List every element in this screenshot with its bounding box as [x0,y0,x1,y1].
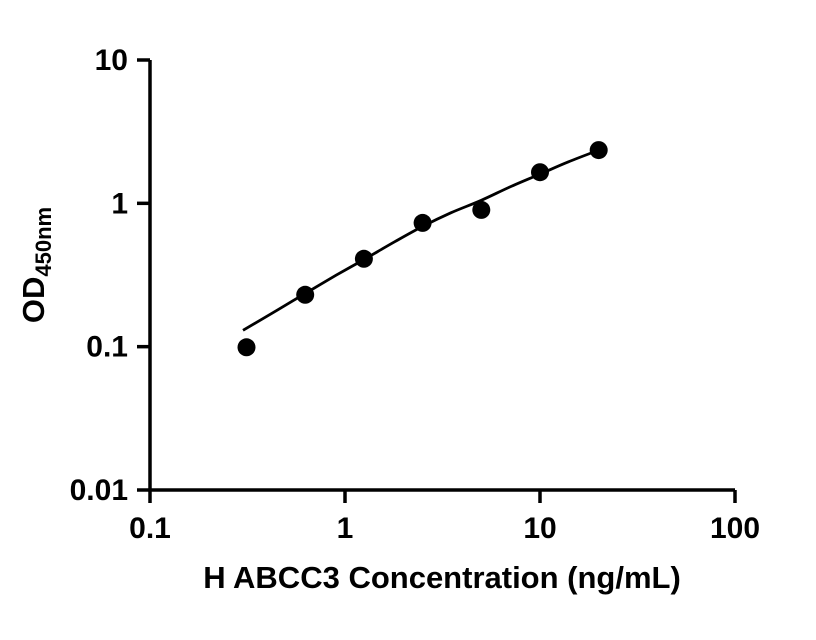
y-axis-tick-label: 1 [111,187,128,220]
y-axis-title-main: OD [16,277,51,324]
data-point [413,213,432,232]
x-axis-tick-label: 10 [523,512,556,545]
y-axis-tick-label: 0.01 [70,474,128,507]
y-axis-tick-label: 10 [95,44,128,77]
x-axis-tick-label: 1 [337,512,354,545]
y-axis-title-subscript: 450nm [31,207,56,277]
data-point [296,285,315,304]
data-point [354,249,373,268]
data-point [237,338,256,357]
x-axis-tick-label: 100 [710,512,760,545]
data-point [531,163,549,182]
x-axis-tick-label: 0.1 [129,512,171,545]
data-point [472,200,491,219]
data-point [589,141,608,160]
y-axis-title: OD450nm [16,207,56,323]
y-axis-tick-label: 0.1 [86,331,128,364]
x-axis-title: H ABCC3 Concentration (ng/mL) [203,560,681,595]
axis-spines [148,60,735,492]
